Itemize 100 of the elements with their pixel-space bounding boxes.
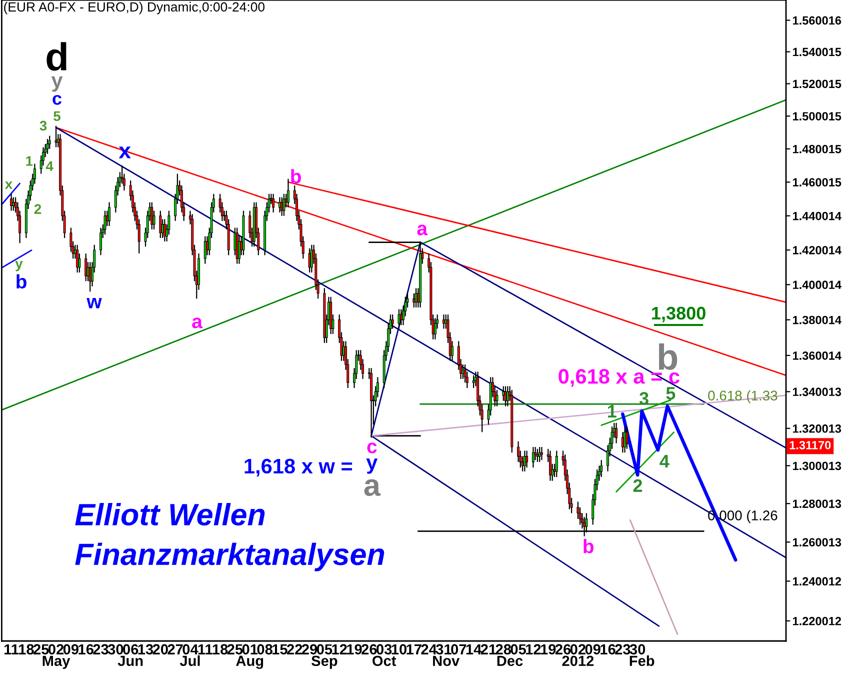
x-tick-label: 11 xyxy=(198,644,212,654)
x-tick-label: 13 xyxy=(138,644,154,655)
x-tick-label: 26 xyxy=(555,644,571,654)
x-tick-label: 08 xyxy=(257,644,272,654)
x-tick-label: 28 xyxy=(496,644,512,654)
chart-title: (EUR A0-FX - EURO,D) Dynamic,0:00-24:00 xyxy=(4,2,265,14)
annotation: c xyxy=(52,94,62,105)
x2-tick-label: Jul xyxy=(180,655,200,666)
annotation: x xyxy=(4,182,13,189)
x-tick-label: 18 xyxy=(19,644,34,654)
x-tick-label: 31 xyxy=(436,644,452,655)
x-tick-label: 02 xyxy=(48,644,64,654)
annotation: c xyxy=(367,442,377,454)
x-tick-label: 30 xyxy=(108,644,124,655)
x-tick-label: 29 xyxy=(302,644,318,654)
x-tick-label: 12 xyxy=(526,644,541,654)
y-tick-label: 1.540015 xyxy=(792,48,842,56)
x-tick-label: 25 xyxy=(227,644,243,654)
x-tick-label: 11 xyxy=(4,644,19,654)
annotation: 5 xyxy=(666,387,676,400)
x-tick-label: 15 xyxy=(272,644,288,654)
annotation: a xyxy=(364,479,381,496)
x-tick-label: 05 xyxy=(510,644,526,654)
x-tick-label: 04 xyxy=(182,644,198,654)
annotation: 3 xyxy=(639,392,648,405)
text: 1.31170 xyxy=(790,440,831,450)
x-tick-label: 03 xyxy=(376,644,392,655)
x-tick-label: 21 xyxy=(480,644,496,654)
annotation: 0.618 (1.33 xyxy=(708,390,778,404)
annotation: 4 xyxy=(46,161,54,171)
annotation: b xyxy=(291,169,301,184)
x2-tick-label: Jun xyxy=(118,656,143,666)
x2-tick-label: Oct xyxy=(372,656,396,666)
annotation: 2 xyxy=(34,204,42,214)
x2-tick-label: Dec xyxy=(497,656,523,666)
y-tick-label: 1.440014 xyxy=(792,212,842,220)
x-tick-label: 02 xyxy=(570,644,586,654)
x-tick-label: 09 xyxy=(585,644,600,654)
annotation: b xyxy=(584,538,594,554)
x-tick-label: 01 xyxy=(242,644,258,654)
annotation: b xyxy=(658,343,678,370)
y-tick-label: 1.260013 xyxy=(792,538,842,546)
x2-tick-label: Aug xyxy=(236,656,264,669)
y-tick-label: 1.280013 xyxy=(792,500,842,508)
x-tick-label: 24 xyxy=(421,644,437,654)
annotation: b xyxy=(16,274,26,289)
annotation: 4 xyxy=(660,455,670,468)
y-tick-label: 1.460015 xyxy=(792,178,842,187)
annotation: 2 xyxy=(633,479,642,492)
x-tick-label: 09 xyxy=(63,644,78,654)
x-tick-label: 23 xyxy=(615,644,630,655)
x-tick-label: 16 xyxy=(600,644,616,654)
annotation: 5 xyxy=(54,111,60,122)
y-tick-label: 1.400014 xyxy=(792,280,842,290)
x2-tick-label: Feb xyxy=(630,655,654,666)
y-tick-label: 1.560016 xyxy=(792,16,842,25)
x-tick-label: 26 xyxy=(362,644,377,654)
annotation: y xyxy=(51,76,63,92)
x2-tick-label: 2012 xyxy=(562,656,594,666)
annotation: 3 xyxy=(40,120,47,131)
annotation: 1 xyxy=(26,156,33,166)
annotation: a xyxy=(417,224,428,236)
x-tick-label: 12 xyxy=(332,644,347,654)
x2-tick-label: Nov xyxy=(433,656,460,666)
x-tick-label: 22 xyxy=(287,644,302,654)
annotation: w xyxy=(86,298,102,308)
x-tick-label: 19 xyxy=(347,644,362,654)
annotation: 1,3800 xyxy=(652,306,706,322)
y-tick-label: 1.320013 xyxy=(792,424,842,433)
annotation: y xyxy=(366,458,378,474)
x-tick-label: 14 xyxy=(466,644,482,654)
y-tick-label: 1.520015 xyxy=(792,80,842,88)
x-tick-label: 10 xyxy=(392,644,407,654)
x-tick-label: 16 xyxy=(78,644,94,654)
y-tick-label: 1.380014 xyxy=(792,316,842,324)
annotation: d xyxy=(46,42,66,71)
y-tick-label: 1.360014 xyxy=(792,351,842,360)
x-tick-label: 17 xyxy=(406,644,422,654)
x-tick-label: 30 xyxy=(630,644,646,655)
x-tick-label: 05 xyxy=(316,644,332,654)
y-tick-label: 1.220012 xyxy=(792,616,842,626)
x2-tick-label: Sep xyxy=(311,656,338,669)
y-tick-label: 1.480015 xyxy=(792,144,842,154)
x-tick-label: 07 xyxy=(451,644,466,654)
x-tick-label: 18 xyxy=(212,644,228,654)
annotation: a xyxy=(192,318,203,328)
x-tick-label: 25 xyxy=(34,644,49,654)
y-tick-label: 1.300013 xyxy=(792,462,842,470)
x-tick-label: 27 xyxy=(168,644,183,654)
y-tick-label: 1.500015 xyxy=(792,112,842,120)
annotation: Finanzmarktanalysen xyxy=(75,542,384,572)
y-tick-label: 1.420014 xyxy=(792,246,842,254)
annotation: y xyxy=(15,260,23,272)
y-tick-label: 1.340013 xyxy=(792,388,842,396)
x-tick-label: 06 xyxy=(123,644,138,654)
annotation: Elliott Wellen xyxy=(75,503,265,526)
annotation: 1 xyxy=(608,405,616,418)
x2-tick-label: May xyxy=(42,656,70,669)
x-tick-label: 19 xyxy=(540,644,556,654)
x-tick-label: 23 xyxy=(93,644,108,655)
